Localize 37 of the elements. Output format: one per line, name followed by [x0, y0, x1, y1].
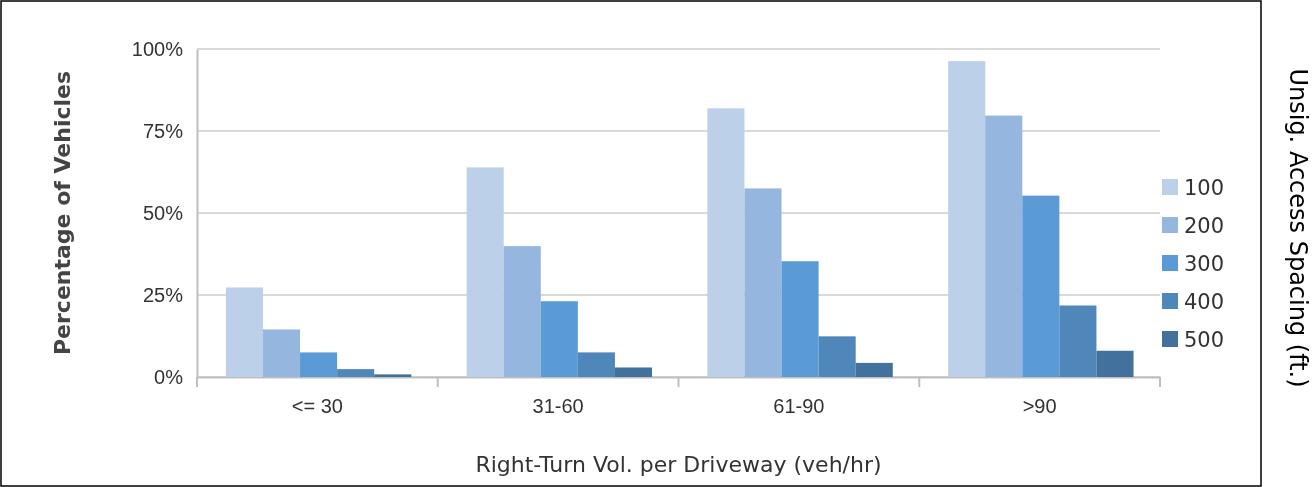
bar: [707, 108, 745, 377]
bar: [300, 352, 338, 377]
x-axis-title: Right-Turn Vol. per Driveway (veh/hr): [475, 452, 882, 477]
bar: [262, 329, 301, 377]
legend-label: 500: [1184, 328, 1225, 352]
bar: [337, 369, 375, 377]
bar: [1022, 195, 1060, 377]
bar: [374, 374, 412, 377]
bar: [614, 367, 653, 377]
y-tick-label: 75%: [142, 119, 184, 142]
legend-label: 100: [1184, 176, 1225, 200]
bar: [577, 352, 615, 377]
bar: [1059, 305, 1097, 377]
legend-label: 200: [1184, 214, 1225, 238]
y-tick-label: 25%: [142, 283, 184, 306]
legend-title: Unsig. Access Spacing (ft.): [1284, 68, 1312, 388]
bar: [855, 362, 893, 377]
bar: [1096, 350, 1134, 377]
bar: [985, 115, 1023, 377]
bar: [781, 261, 819, 377]
bar: [503, 246, 541, 377]
legend-label: 400: [1184, 290, 1225, 314]
x-tick-label: >90: [1022, 395, 1057, 418]
x-tick-label: 61-90: [773, 395, 825, 418]
y-tick-label: 0%: [154, 365, 184, 388]
x-tick-label: 31-60: [532, 395, 584, 418]
y-tick-label: 50%: [142, 201, 184, 224]
bar: [225, 287, 263, 377]
bar: [744, 188, 782, 377]
bar: [818, 336, 856, 377]
y-tick-label: 100%: [131, 37, 184, 60]
bar: [948, 61, 986, 377]
bar: [540, 301, 578, 377]
y-axis-title: Percentage of Vehicles: [50, 70, 75, 356]
x-tick-label: <= 30: [291, 395, 343, 418]
legend-label: 300: [1184, 252, 1225, 276]
bar: [466, 167, 504, 377]
